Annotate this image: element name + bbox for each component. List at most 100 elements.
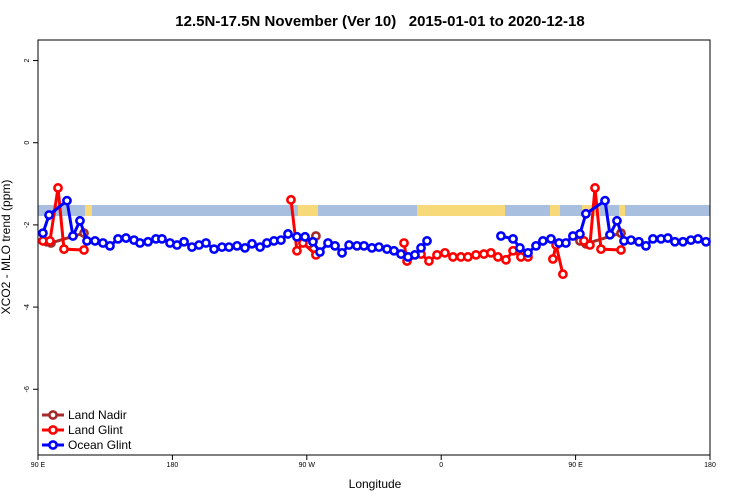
point — [44, 210, 54, 220]
point — [308, 236, 318, 247]
series — [38, 195, 711, 262]
point — [531, 240, 541, 251]
point — [448, 252, 458, 262]
point — [337, 247, 347, 258]
point — [344, 240, 354, 250]
point — [596, 244, 606, 255]
land-band — [619, 205, 625, 216]
point — [514, 243, 525, 253]
point — [416, 243, 426, 253]
y-tick-label: -6 — [24, 386, 31, 392]
point — [634, 236, 644, 247]
legend-swatch — [48, 440, 58, 450]
point — [546, 233, 556, 244]
land-band — [417, 205, 505, 216]
point — [315, 247, 325, 257]
point — [670, 236, 680, 247]
point — [463, 252, 473, 262]
point — [523, 247, 533, 258]
y-tick-label: -4 — [24, 304, 31, 310]
point — [471, 249, 481, 260]
point — [648, 233, 658, 244]
point — [537, 236, 548, 246]
point — [560, 238, 571, 248]
x-tick-label: 90 E — [31, 462, 46, 469]
point — [247, 238, 257, 249]
point — [590, 183, 600, 193]
point — [283, 229, 293, 239]
point — [585, 240, 595, 250]
land-ocean-band — [38, 205, 710, 216]
point — [292, 231, 302, 242]
x-tick-label: 180 — [704, 462, 716, 469]
point — [90, 236, 100, 246]
point — [612, 215, 622, 226]
x-tick-label: 90 E — [568, 462, 583, 469]
point — [121, 233, 131, 243]
point — [224, 242, 234, 252]
point — [508, 233, 518, 244]
point — [105, 240, 115, 251]
point — [410, 249, 420, 260]
point — [374, 242, 384, 252]
point — [157, 233, 167, 244]
series-line — [289, 199, 317, 257]
point — [432, 249, 442, 260]
point — [501, 254, 511, 265]
plot-frame — [37, 39, 711, 456]
point — [135, 238, 145, 248]
chart-title: 12.5N-17.5N November (Ver 10) 2015-01-01… — [175, 13, 584, 30]
point — [53, 183, 63, 193]
point — [38, 228, 48, 239]
point — [143, 236, 153, 247]
point — [286, 194, 296, 205]
series — [38, 183, 626, 280]
point — [82, 236, 92, 246]
point — [276, 235, 286, 246]
point — [79, 245, 89, 255]
point — [330, 240, 340, 251]
point — [662, 233, 673, 243]
point — [496, 231, 506, 241]
point — [179, 236, 189, 247]
land-band — [85, 205, 92, 216]
legend-label: Land Glint — [68, 423, 123, 437]
point — [292, 245, 302, 256]
land-band — [298, 205, 318, 216]
point — [45, 236, 55, 246]
point — [399, 238, 409, 248]
legend-label: Land Nadir — [68, 408, 127, 422]
point — [240, 243, 250, 253]
y-axis-label: XCO2 - MLO trend (ppm) — [0, 180, 13, 315]
point — [209, 244, 219, 255]
point — [255, 242, 265, 252]
ocean-band — [38, 205, 710, 216]
point — [201, 238, 211, 248]
x-tick-label: 90 W — [299, 462, 316, 469]
land-band — [550, 205, 560, 216]
point — [440, 247, 450, 258]
point — [62, 195, 72, 206]
point — [641, 240, 651, 251]
point — [59, 244, 69, 255]
point — [616, 245, 626, 255]
point — [359, 240, 369, 251]
point — [558, 269, 568, 280]
point — [701, 236, 711, 247]
x-axis-label: Longitude — [349, 477, 402, 491]
legend-swatch — [48, 410, 58, 420]
legend-label: Ocean Glint — [68, 438, 132, 452]
point — [486, 247, 496, 258]
x-tick-label: 0 — [439, 462, 443, 469]
point — [68, 231, 78, 241]
point — [693, 233, 703, 244]
point — [575, 229, 585, 239]
x-tick-label: 180 — [167, 462, 179, 469]
point — [113, 233, 123, 244]
point — [232, 240, 242, 251]
point — [424, 256, 434, 266]
point — [605, 229, 615, 240]
y-tick-label: 2 — [24, 58, 31, 62]
